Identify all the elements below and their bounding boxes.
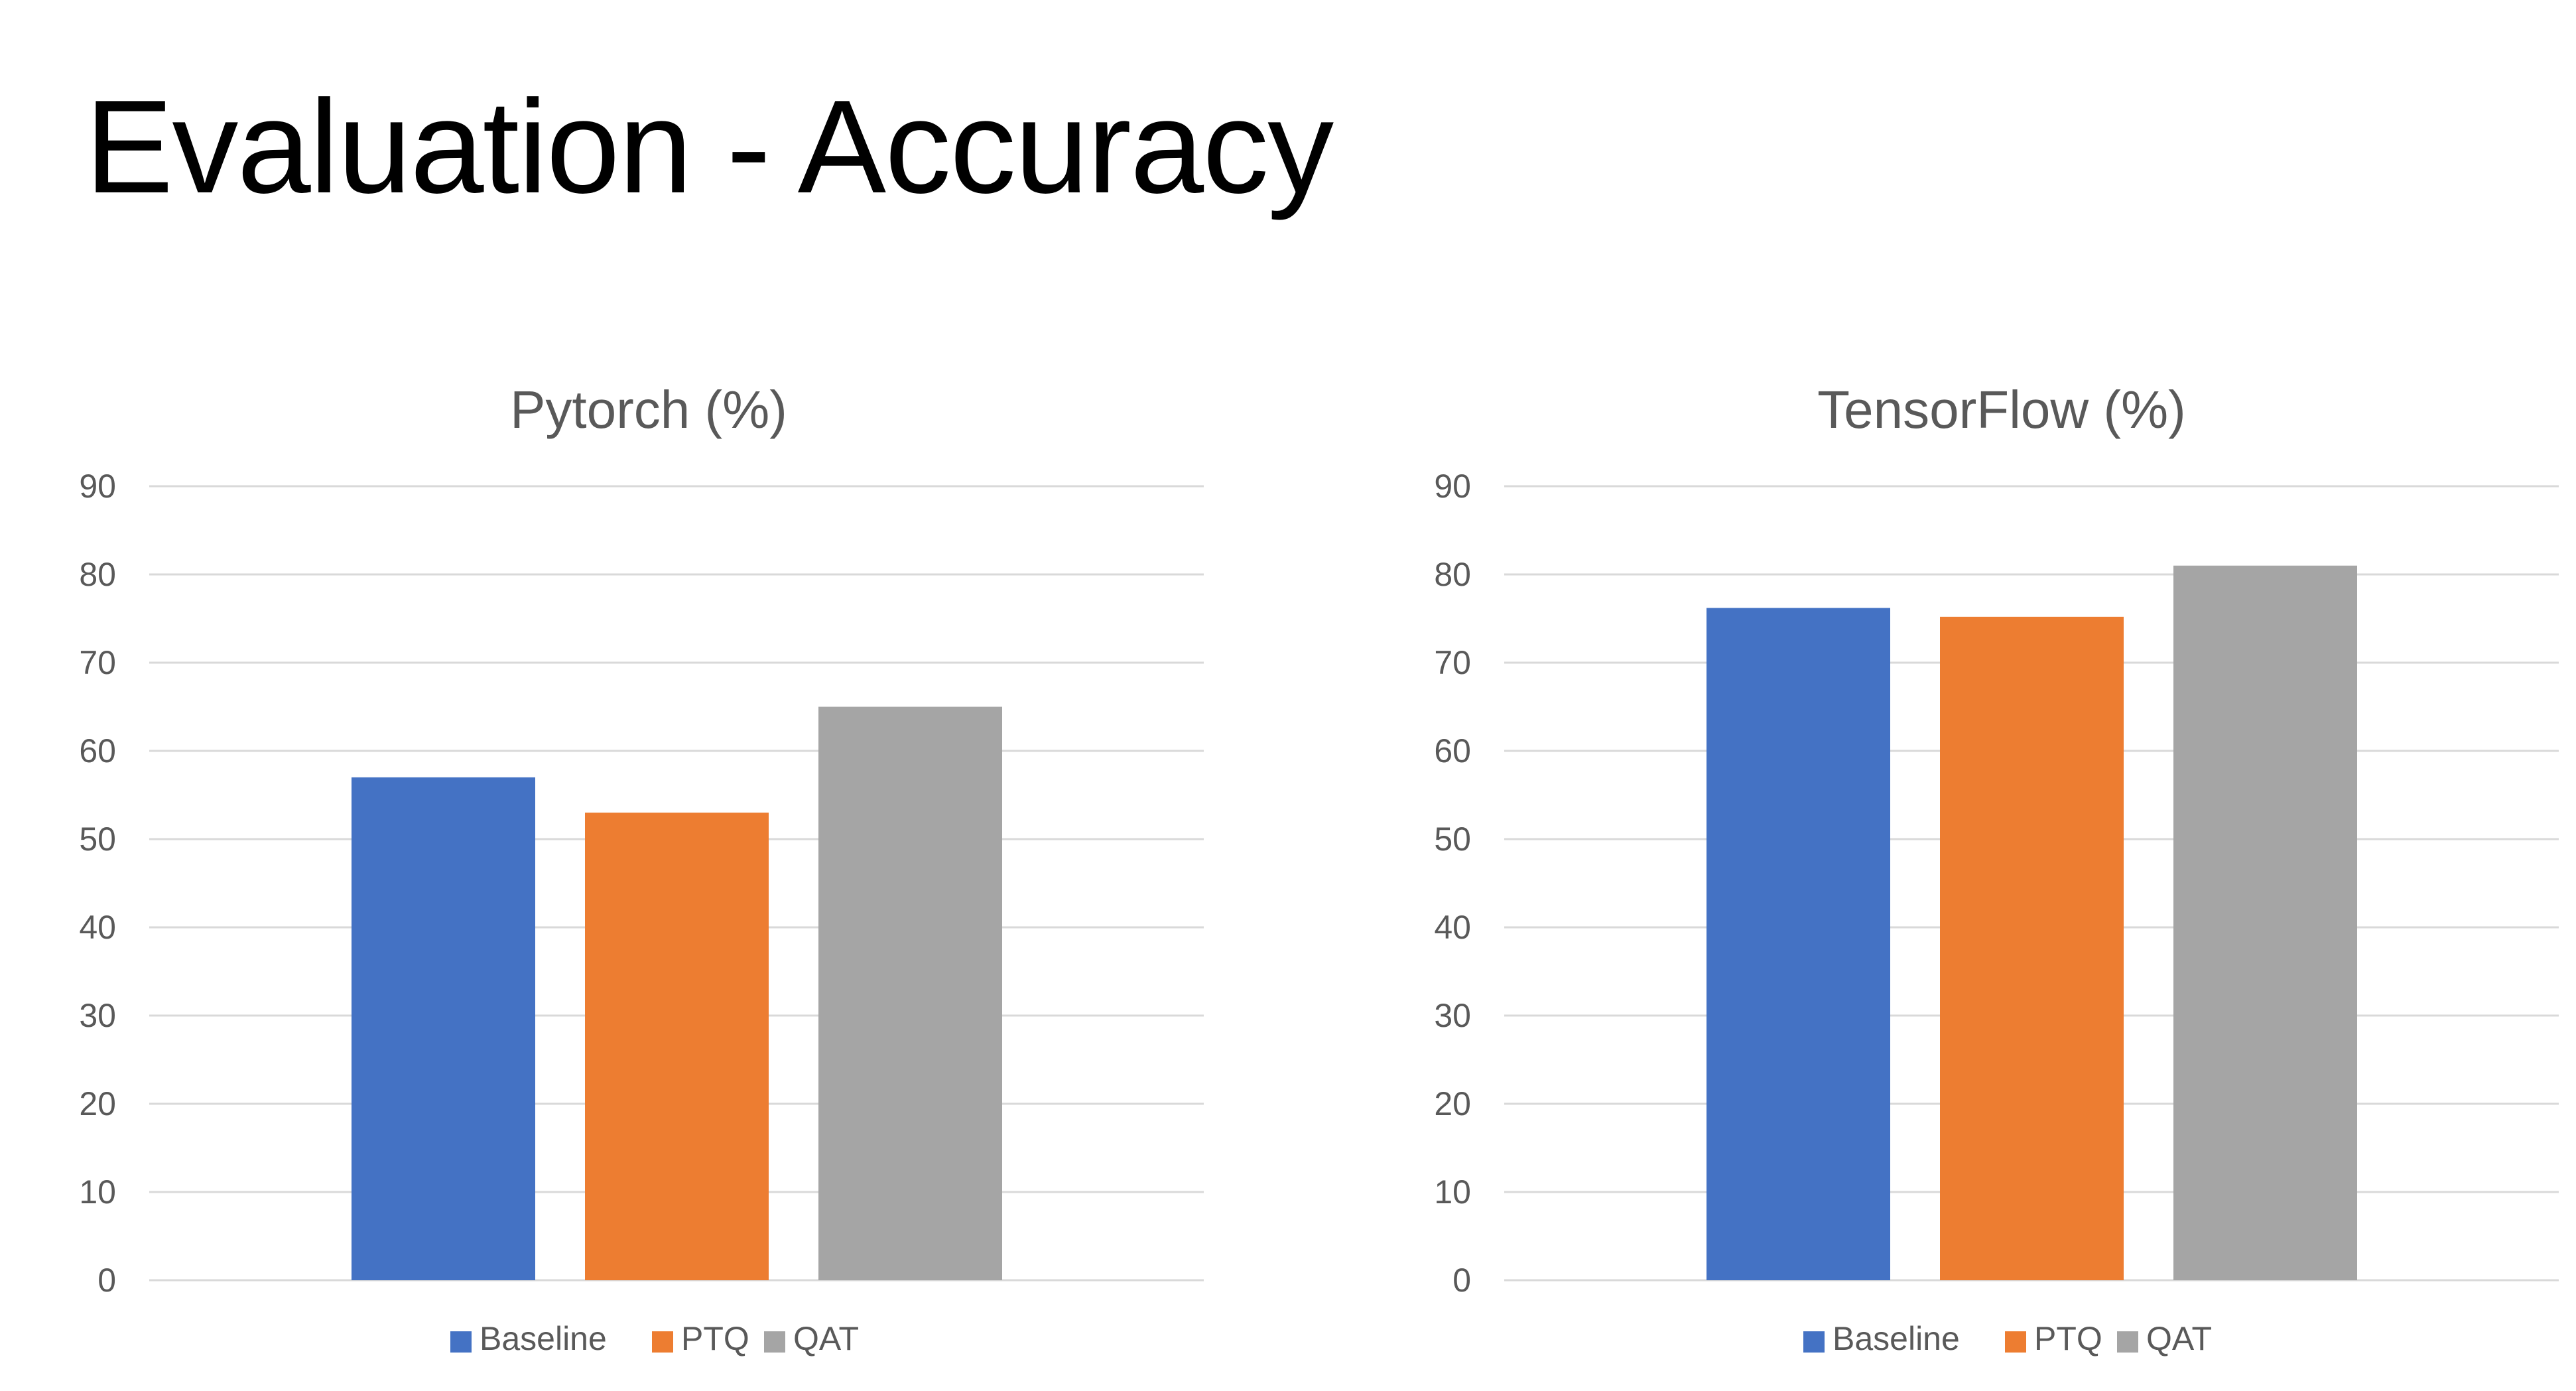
pytorch-y-tick-label: 80 [79, 556, 116, 593]
tensorflow-legend-label-ptq: PTQ [2034, 1320, 2102, 1357]
tensorflow-y-tick-label: 90 [1434, 468, 1471, 505]
pytorch-legend-label-baseline: Baseline [480, 1320, 607, 1357]
tensorflow-chart: TensorFlow (%) 0 10 20 30 40 50 60 70 80 90 Baselin… [1434, 380, 2559, 1357]
tensorflow-bar-ptq [1940, 616, 2124, 1280]
tensorflow-y-tick-label: 40 [1434, 909, 1471, 946]
tensorflow-bar-qat [2173, 565, 2357, 1281]
pytorch-y-tick-label: 70 [79, 644, 116, 681]
pytorch-legend-swatch-baseline [450, 1331, 472, 1353]
tensorflow-chart-title: TensorFlow (%) [1817, 380, 2186, 439]
tensorflow-y-tick-label: 0 [1452, 1262, 1471, 1299]
pytorch-y-tick-label: 20 [79, 1085, 116, 1122]
tensorflow-legend-swatch-ptq [2005, 1331, 2026, 1353]
tensorflow-y-tick-label: 50 [1434, 821, 1471, 858]
pytorch-bar-qat [818, 706, 1002, 1280]
pytorch-y-tick-label: 50 [79, 821, 116, 858]
tensorflow-legend-swatch-baseline [1803, 1331, 1825, 1353]
pytorch-y-tick-label: 10 [79, 1173, 116, 1211]
tensorflow-legend-swatch-qat [2117, 1331, 2138, 1353]
pytorch-y-tick-label: 40 [79, 909, 116, 946]
pytorch-bar-ptq [585, 813, 769, 1280]
tensorflow-legend-label-baseline: Baseline [1833, 1320, 1960, 1357]
tensorflow-legend-label-qat: QAT [2146, 1320, 2212, 1357]
tensorflow-y-tick-label: 60 [1434, 732, 1471, 769]
pytorch-legend-swatch-qat [764, 1331, 785, 1353]
tensorflow-y-tick-label: 70 [1434, 644, 1471, 681]
pytorch-chart-title: Pytorch (%) [510, 380, 787, 439]
pytorch-y-tick-label: 90 [79, 468, 116, 505]
pytorch-y-tick-label: 0 [97, 1262, 116, 1299]
pytorch-y-tick-label: 60 [79, 732, 116, 769]
pytorch-legend-swatch-ptq [652, 1331, 673, 1353]
pytorch-y-tick-label: 30 [79, 997, 116, 1034]
tensorflow-y-tick-label: 10 [1434, 1173, 1471, 1211]
tensorflow-y-tick-label: 20 [1434, 1085, 1471, 1122]
tensorflow-bar-baseline [1707, 608, 1890, 1280]
slide-title: Evaluation - Accuracy [85, 73, 1334, 221]
pytorch-legend-label-ptq: PTQ [681, 1320, 749, 1357]
pytorch-chart: Pytorch (%) 0 10 20 30 40 50 60 70 80 90 Baseline PT… [79, 380, 1204, 1357]
tensorflow-y-tick-label: 80 [1434, 556, 1471, 593]
tensorflow-y-tick-label: 30 [1434, 997, 1471, 1034]
pytorch-legend-label-qat: QAT [793, 1320, 859, 1357]
pytorch-bar-baseline [352, 777, 535, 1280]
